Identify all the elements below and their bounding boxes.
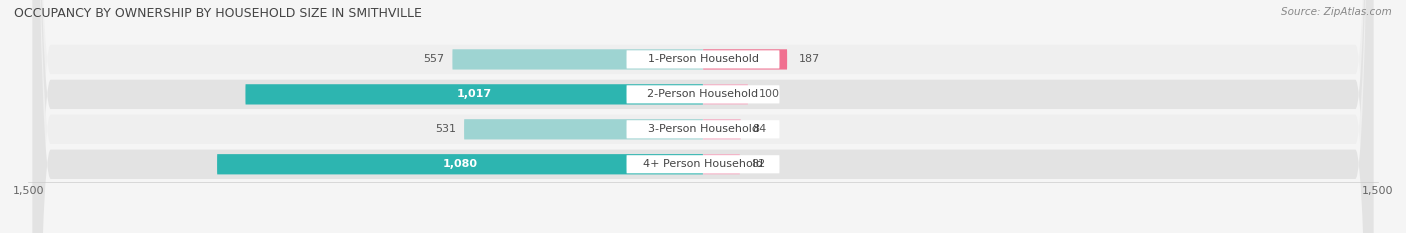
FancyBboxPatch shape	[627, 85, 779, 103]
FancyBboxPatch shape	[32, 0, 1374, 233]
Text: Source: ZipAtlas.com: Source: ZipAtlas.com	[1281, 7, 1392, 17]
Text: 1,017: 1,017	[457, 89, 492, 99]
FancyBboxPatch shape	[627, 120, 779, 138]
FancyBboxPatch shape	[703, 119, 741, 139]
Text: 4+ Person Household: 4+ Person Household	[643, 159, 763, 169]
FancyBboxPatch shape	[464, 119, 703, 139]
Text: 1,080: 1,080	[443, 159, 478, 169]
Text: OCCUPANCY BY OWNERSHIP BY HOUSEHOLD SIZE IN SMITHVILLE: OCCUPANCY BY OWNERSHIP BY HOUSEHOLD SIZE…	[14, 7, 422, 20]
Text: 100: 100	[759, 89, 780, 99]
FancyBboxPatch shape	[703, 49, 787, 69]
Text: 2-Person Household: 2-Person Household	[647, 89, 759, 99]
FancyBboxPatch shape	[627, 155, 779, 173]
Legend: Owner-occupied, Renter-occupied: Owner-occupied, Renter-occupied	[586, 230, 820, 233]
FancyBboxPatch shape	[32, 0, 1374, 233]
Text: 82: 82	[751, 159, 765, 169]
Text: 531: 531	[434, 124, 456, 134]
Text: 187: 187	[799, 55, 820, 64]
FancyBboxPatch shape	[453, 49, 703, 69]
Text: 84: 84	[752, 124, 766, 134]
Text: 3-Person Household: 3-Person Household	[648, 124, 758, 134]
FancyBboxPatch shape	[703, 84, 748, 105]
FancyBboxPatch shape	[246, 84, 703, 105]
FancyBboxPatch shape	[217, 154, 703, 174]
Text: 1-Person Household: 1-Person Household	[648, 55, 758, 64]
FancyBboxPatch shape	[32, 0, 1374, 233]
FancyBboxPatch shape	[703, 154, 740, 174]
Text: 557: 557	[423, 55, 444, 64]
FancyBboxPatch shape	[32, 0, 1374, 233]
FancyBboxPatch shape	[627, 50, 779, 69]
